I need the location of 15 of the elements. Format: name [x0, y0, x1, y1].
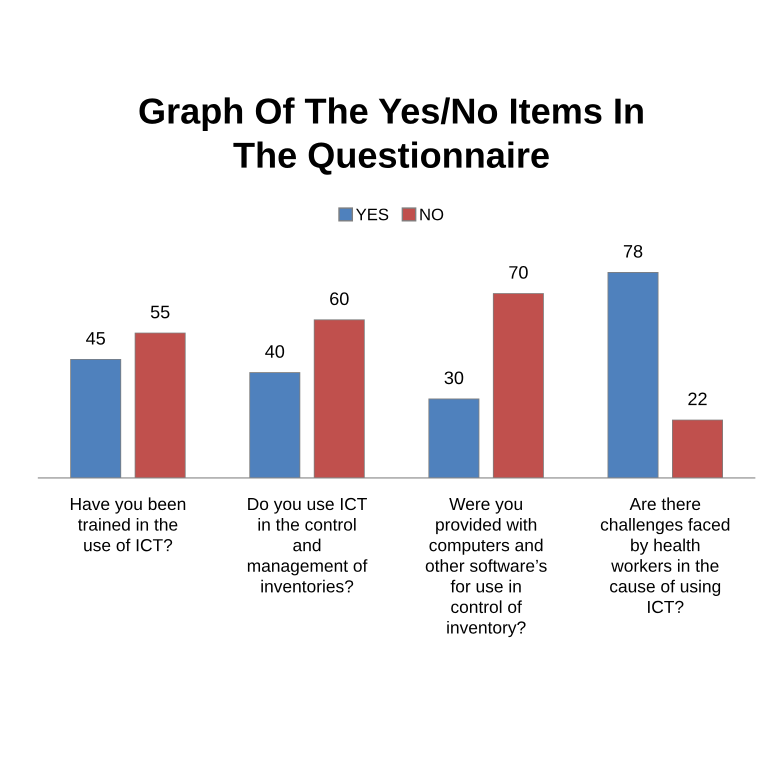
data-label: 55: [150, 306, 170, 318]
data-label: 78: [624, 244, 642, 258]
data-label: 30: [444, 371, 464, 384]
data-label: 70: [509, 266, 528, 279]
legend-label: YES: [356, 208, 388, 220]
legend-label: NO: [420, 208, 444, 220]
data-label: 45: [86, 332, 105, 345]
x-tick-label: Have you been trained in the use of ICT?: [70, 497, 186, 552]
x-tick-label: Are there challenges faced by health workers in the cause of using ICT?: [600, 497, 730, 614]
x-tick-label: Were you provided with computers and other software’s for use in control of inventory?: [426, 498, 547, 638]
chart-title: Graph Of The Yes/No Items In The Questionnaire: [139, 97, 643, 175]
data-label: 60: [330, 292, 349, 306]
data-label: 22: [688, 392, 707, 406]
data-label: 40: [265, 345, 284, 358]
x-tick-label: Do you use ICT in the control and management of inventories?: [248, 498, 368, 593]
